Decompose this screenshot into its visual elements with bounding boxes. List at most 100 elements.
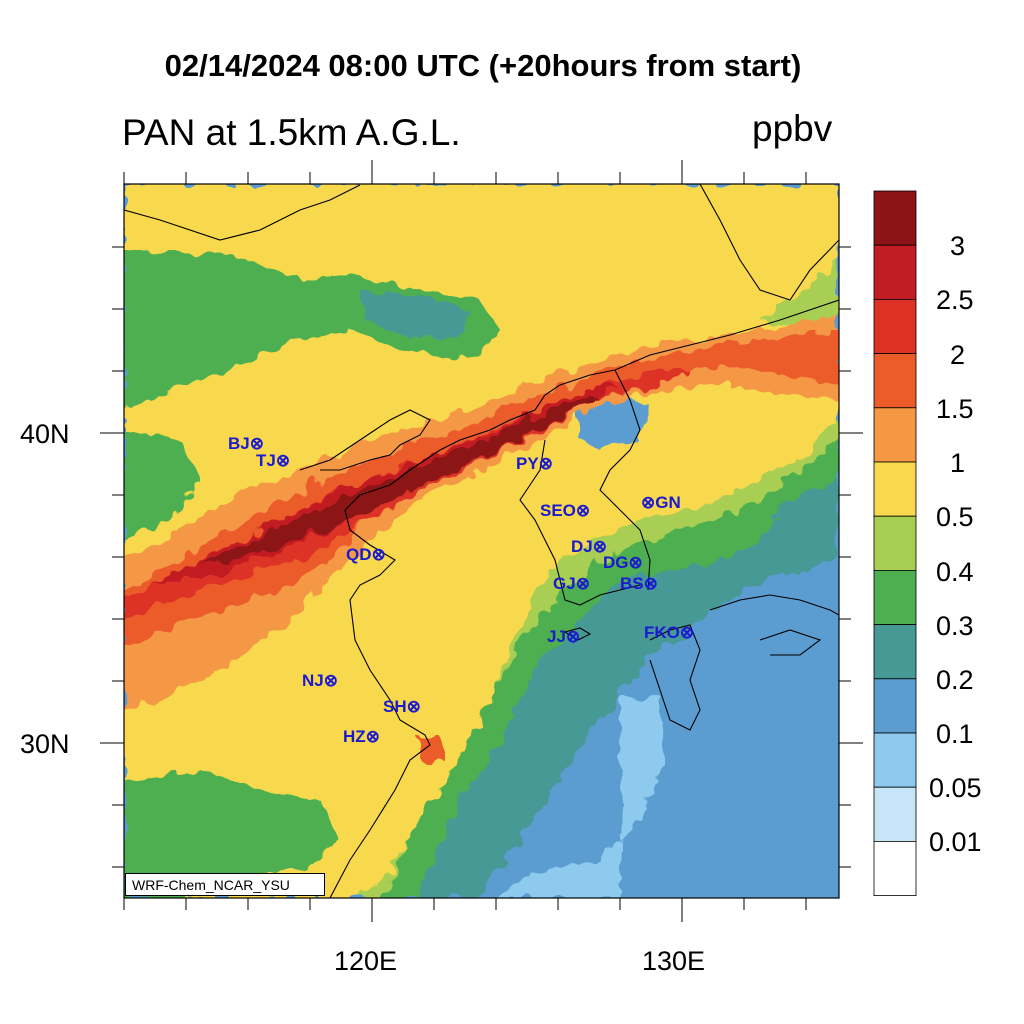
lat-tick-40n: 40N bbox=[20, 419, 70, 449]
field-band-2 bbox=[124, 368, 690, 620]
city-label: DG bbox=[603, 553, 629, 572]
city-marker: QD⊗ bbox=[346, 545, 386, 565]
city-target-icon: ⊗ bbox=[575, 574, 590, 593]
colorbar-swatch bbox=[873, 407, 917, 463]
city-target-icon: ⊗ bbox=[592, 537, 607, 556]
city-target-icon: ⊗ bbox=[641, 493, 656, 512]
colorbar-label: 1.5 bbox=[936, 394, 974, 424]
city-label: HZ bbox=[343, 727, 366, 746]
coastlines bbox=[124, 184, 839, 898]
border-china-north bbox=[124, 184, 361, 241]
city-target-icon: ⊗ bbox=[406, 697, 421, 716]
field-patch-north-green bbox=[124, 250, 500, 410]
field-patch-west-green bbox=[124, 430, 200, 540]
city-label: GN bbox=[655, 493, 681, 512]
city-marker: SH⊗ bbox=[383, 697, 421, 717]
city-marker: BS⊗ bbox=[620, 574, 658, 594]
city-marker: TJ⊗ bbox=[256, 451, 290, 471]
border-northeast bbox=[699, 184, 839, 301]
colorbar-swatch bbox=[873, 353, 917, 409]
island-jeju bbox=[563, 627, 592, 641]
city-marker: FKO⊗ bbox=[644, 623, 694, 643]
colorbar-swatch bbox=[873, 298, 917, 354]
city-target-icon: ⊗ bbox=[275, 451, 291, 470]
city-marker: GJ⊗ bbox=[553, 574, 590, 594]
city-label: BJ bbox=[228, 434, 250, 453]
model-credit: WRF-Chem_NCAR_YSU bbox=[125, 873, 325, 896]
colorbar-label: 0.5 bbox=[936, 502, 974, 532]
city-label: JJ bbox=[547, 627, 566, 646]
city-target-icon: ⊗ bbox=[565, 627, 581, 646]
city-label: GJ bbox=[553, 574, 576, 593]
colorbar-swatch bbox=[873, 624, 917, 680]
city-target-icon: ⊗ bbox=[575, 501, 591, 520]
city-target-icon: ⊗ bbox=[643, 574, 658, 593]
city-marker: DG⊗ bbox=[603, 553, 643, 573]
field-band-3 bbox=[200, 395, 600, 565]
city-marker: JJ⊗ bbox=[547, 627, 580, 647]
city-label: NJ bbox=[302, 671, 324, 690]
field-band-1.5 bbox=[124, 330, 839, 645]
city-target-icon: ⊗ bbox=[538, 454, 553, 473]
lon-tick-130e: 130E bbox=[642, 946, 706, 976]
colorbar-swatch bbox=[873, 732, 917, 788]
coast-russia-east bbox=[614, 299, 839, 371]
colorbar-label: 2 bbox=[950, 340, 966, 370]
city-marker: BJ⊗ bbox=[228, 434, 264, 454]
city-label: SEO bbox=[540, 501, 576, 520]
city-label: FKO bbox=[644, 623, 680, 642]
city-target-icon: ⊗ bbox=[365, 727, 380, 746]
coast-shikoku bbox=[759, 629, 822, 656]
coast-japan-kyushu bbox=[649, 624, 701, 731]
city-marker: ⊗GN bbox=[641, 493, 681, 513]
city-target-icon: ⊗ bbox=[371, 545, 386, 564]
colorbar-label: 3 bbox=[950, 231, 966, 261]
city-target-icon: ⊗ bbox=[679, 623, 695, 642]
coast-korea-east bbox=[599, 369, 651, 591]
map-frame bbox=[123, 183, 840, 899]
city-marker: SEO⊗ bbox=[540, 501, 590, 521]
colorbar-label: 0.1 bbox=[936, 719, 974, 749]
colorbar-swatch bbox=[873, 570, 917, 626]
map-title: 02/14/2024 08:00 UTC (+20hours from star… bbox=[164, 48, 802, 83]
lon-tick-120e: 120E bbox=[334, 946, 398, 976]
coast-japan-honshu bbox=[709, 594, 839, 616]
field-patch-north-teal bbox=[360, 290, 470, 340]
city-label: QD bbox=[346, 545, 372, 564]
map-ticks bbox=[100, 160, 863, 922]
units-label: ppbv bbox=[752, 108, 833, 149]
pan-concentration-field bbox=[124, 184, 839, 898]
city-marker: DJ⊗ bbox=[571, 537, 607, 557]
city-target-icon: ⊗ bbox=[323, 671, 338, 690]
colorbar-label: 0.05 bbox=[929, 773, 982, 803]
coast-korea-west bbox=[519, 439, 641, 606]
colorbar-swatch bbox=[873, 515, 917, 571]
colorbar-label: 0.4 bbox=[936, 557, 974, 587]
field-hotspot-shanghai bbox=[415, 735, 445, 765]
field-patch-southeast-light bbox=[490, 695, 665, 898]
colorbar-label: 1 bbox=[950, 448, 966, 478]
variable-label: PAN at 1.5km A.G.L. bbox=[122, 112, 461, 153]
city-label: DJ bbox=[571, 537, 593, 556]
colorbar-swatch bbox=[873, 461, 917, 517]
city-target-icon: ⊗ bbox=[628, 553, 643, 572]
city-marker: NJ⊗ bbox=[302, 671, 338, 691]
colorbar bbox=[873, 190, 917, 897]
colorbar-label: 0.2 bbox=[936, 665, 974, 695]
colorbar-swatch bbox=[873, 244, 917, 300]
city-label: BS bbox=[620, 574, 644, 593]
city-label: SH bbox=[383, 697, 407, 716]
city-label: PY bbox=[516, 454, 539, 473]
coast-bohai bbox=[299, 409, 431, 471]
colorbar-label: 2.5 bbox=[936, 285, 974, 315]
city-target-icon: ⊗ bbox=[249, 434, 264, 453]
colorbar-swatch bbox=[873, 678, 917, 734]
field-patch-southwest bbox=[124, 770, 340, 898]
city-marker: PY⊗ bbox=[516, 454, 553, 474]
coast-china-east bbox=[329, 369, 616, 898]
city-marker: HZ⊗ bbox=[343, 727, 380, 747]
colorbar-swatch bbox=[873, 786, 917, 842]
colorbar-label: 0.01 bbox=[929, 827, 982, 857]
lat-tick-30n: 30N bbox=[20, 729, 70, 759]
